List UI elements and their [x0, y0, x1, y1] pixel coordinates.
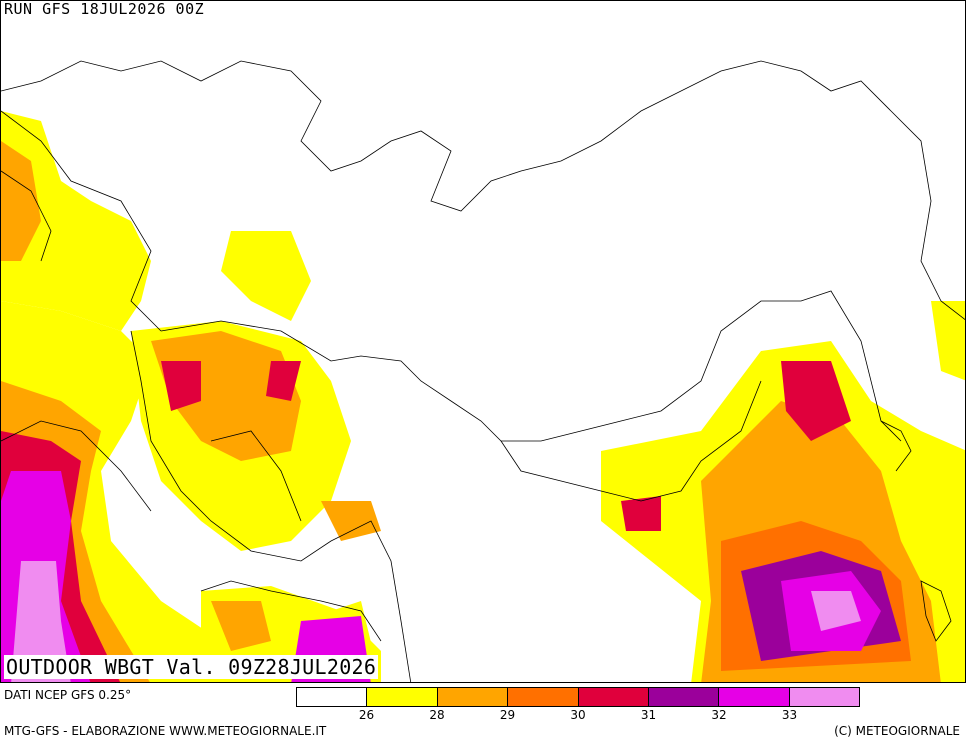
legend-tick-label: 33 [781, 708, 798, 722]
footer-credit: MTG-GFS - ELABORAZIONE WWW.METEOGIORNALE… [4, 724, 327, 738]
wbgt-shading [1, 111, 965, 682]
legend-swatch [297, 688, 368, 706]
legend-tick-label: 29 [499, 708, 516, 722]
legend-tick-label: 31 [640, 708, 657, 722]
data-source-label: DATI NCEP GFS 0.25° [4, 688, 132, 702]
legend-tick-labels: 26 28 29 30 31 32 33 [296, 708, 860, 724]
map-title: OUTDOOR WBGT Val. 09Z28JUL2026 [4, 655, 379, 679]
legend-swatch [719, 688, 790, 706]
wbgt-map [0, 0, 966, 683]
country-borders [1, 60, 965, 682]
legend-tick-label: 28 [429, 708, 445, 722]
legend-swatch [437, 688, 509, 706]
footer-copyright: (C) METEOGIORNALE [834, 724, 960, 738]
legend-tick-label: 26 [358, 708, 375, 722]
legend-swatch [508, 688, 579, 706]
legend-tick-label: 30 [570, 708, 586, 722]
legend-tick-label: 32 [711, 708, 727, 722]
run-label: RUN GFS 18JUL2026 00Z [4, 0, 205, 18]
legend-swatch [367, 688, 438, 706]
legend-swatch [578, 688, 649, 706]
color-legend [296, 687, 860, 707]
legend-swatch [648, 688, 720, 706]
wbgt-field-map [1, 60, 965, 682]
legend-swatch [789, 688, 859, 706]
